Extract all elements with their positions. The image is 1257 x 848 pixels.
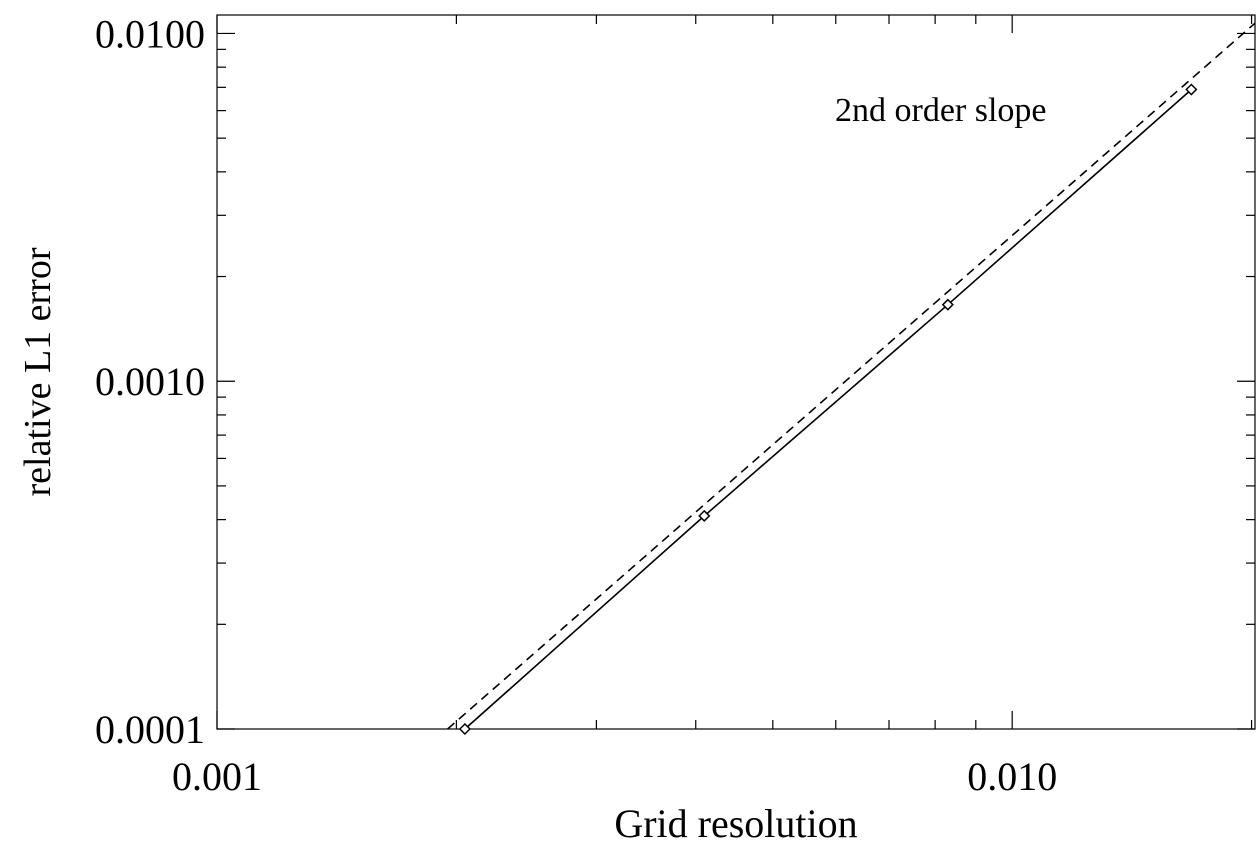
series-layer: [447, 22, 1256, 730]
series-line-solid: [464, 88, 1192, 730]
axis-ticks: [216, 15, 1255, 730]
y-axis-label: relative L1 error: [17, 247, 59, 496]
data-point-marker: [1185, 83, 1198, 96]
y-tick-label: 0.0010: [95, 359, 205, 404]
data-point-marker: [941, 298, 954, 311]
plot-frame: [216, 14, 1256, 730]
data-point-marker: [458, 722, 471, 736]
y-tick-labels: 0.0001 0.0010 0.0100: [95, 11, 205, 752]
x-tick-label: 0.010: [967, 754, 1057, 799]
plot-area: [216, 14, 1256, 736]
x-tick-label: 0.001: [172, 754, 262, 799]
y-tick-label: 0.0100: [95, 11, 205, 56]
marker-layer: [458, 83, 1198, 736]
annotation-text: 2nd order slope: [835, 92, 1047, 129]
y-tick-label: 0.0001: [95, 707, 205, 752]
data-point-marker: [698, 509, 711, 522]
series-line-dashed: [447, 22, 1256, 730]
x-tick-labels: 0.001 0.010: [172, 754, 1057, 799]
x-axis-label: Grid resolution: [614, 801, 857, 846]
